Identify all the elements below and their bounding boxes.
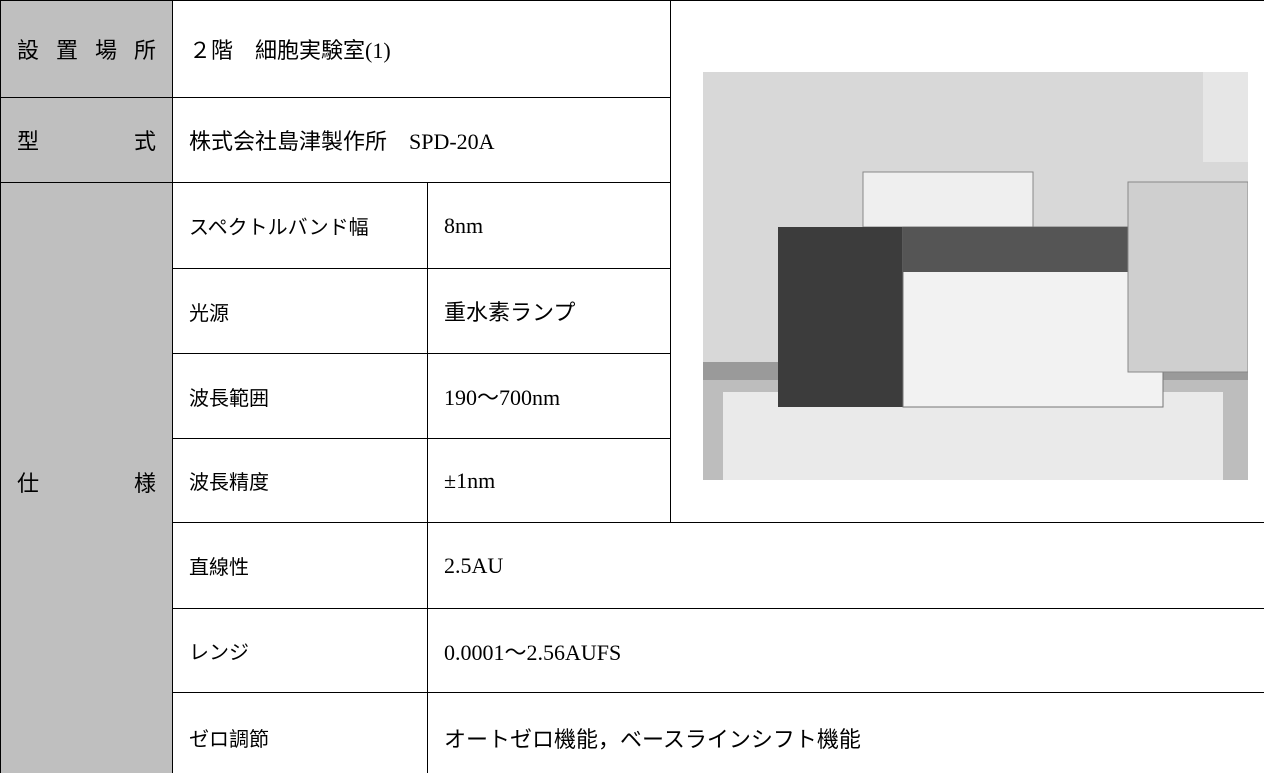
label-cell: 型 式 [0,97,173,183]
value-cell: 株式会社島津製作所 SPD-20A [172,97,671,183]
value-cell: ２階 細胞実験室(1) [172,0,671,98]
label-cell: 仕 様 [0,182,173,773]
spec-value: ±1nm [444,467,496,493]
label: 設置場所 [17,38,156,63]
spec-name-cell: 直線性 [172,522,428,609]
value: ２階 細胞実験室(1) [189,38,391,63]
spec-value: 190～700nm [444,385,561,410]
spec-value-cell: 0.0001～2.56AUFS [427,608,1264,693]
photo-cell [670,0,1264,523]
spec-value: オートゼロ機能，ベースラインシフト機能 [444,726,861,752]
spec-name: 波長精度 [189,472,269,494]
value: 株式会社島津製作所 SPD-20A [189,129,495,154]
spec-name-cell: 光源 [172,268,428,354]
spec-name: ゼロ調節 [189,729,269,751]
spec-name: 直線性 [189,557,249,579]
spec-value-cell: 重水素ランプ [427,268,671,354]
spec-name-cell: スペクトルバンド幅 [172,182,428,269]
spec-value-cell: 2.5AU [427,522,1264,609]
spec-value: 2.5AU [444,552,504,578]
spec-value: 8nm [444,212,484,238]
label: 仕 様 [17,471,156,496]
label: 型 式 [17,129,156,154]
spec-name: 波長範囲 [189,387,269,410]
spec-name: スペクトルバンド幅 [189,217,369,239]
spec-value-cell: 190～700nm [427,353,671,439]
spec-name: 光源 [189,302,229,325]
spec-value-cell: オートゼロ機能，ベースラインシフト機能 [427,692,1264,773]
spec-value: 0.0001～2.56AUFS [444,639,622,665]
spec-name: レンジ [189,642,249,664]
spec-name-cell: レンジ [172,608,428,693]
spec-value-cell: 8nm [427,182,671,269]
photo [703,72,1248,480]
spec-name-cell: 波長範囲 [172,353,428,439]
label-cell: 設置場所 [0,0,173,98]
spec-name-cell: 波長精度 [172,438,428,523]
spec-name-cell: ゼロ調節 [172,692,428,773]
spec-value-cell: ±1nm [427,438,671,523]
spec-value: 重水素ランプ [444,300,576,325]
